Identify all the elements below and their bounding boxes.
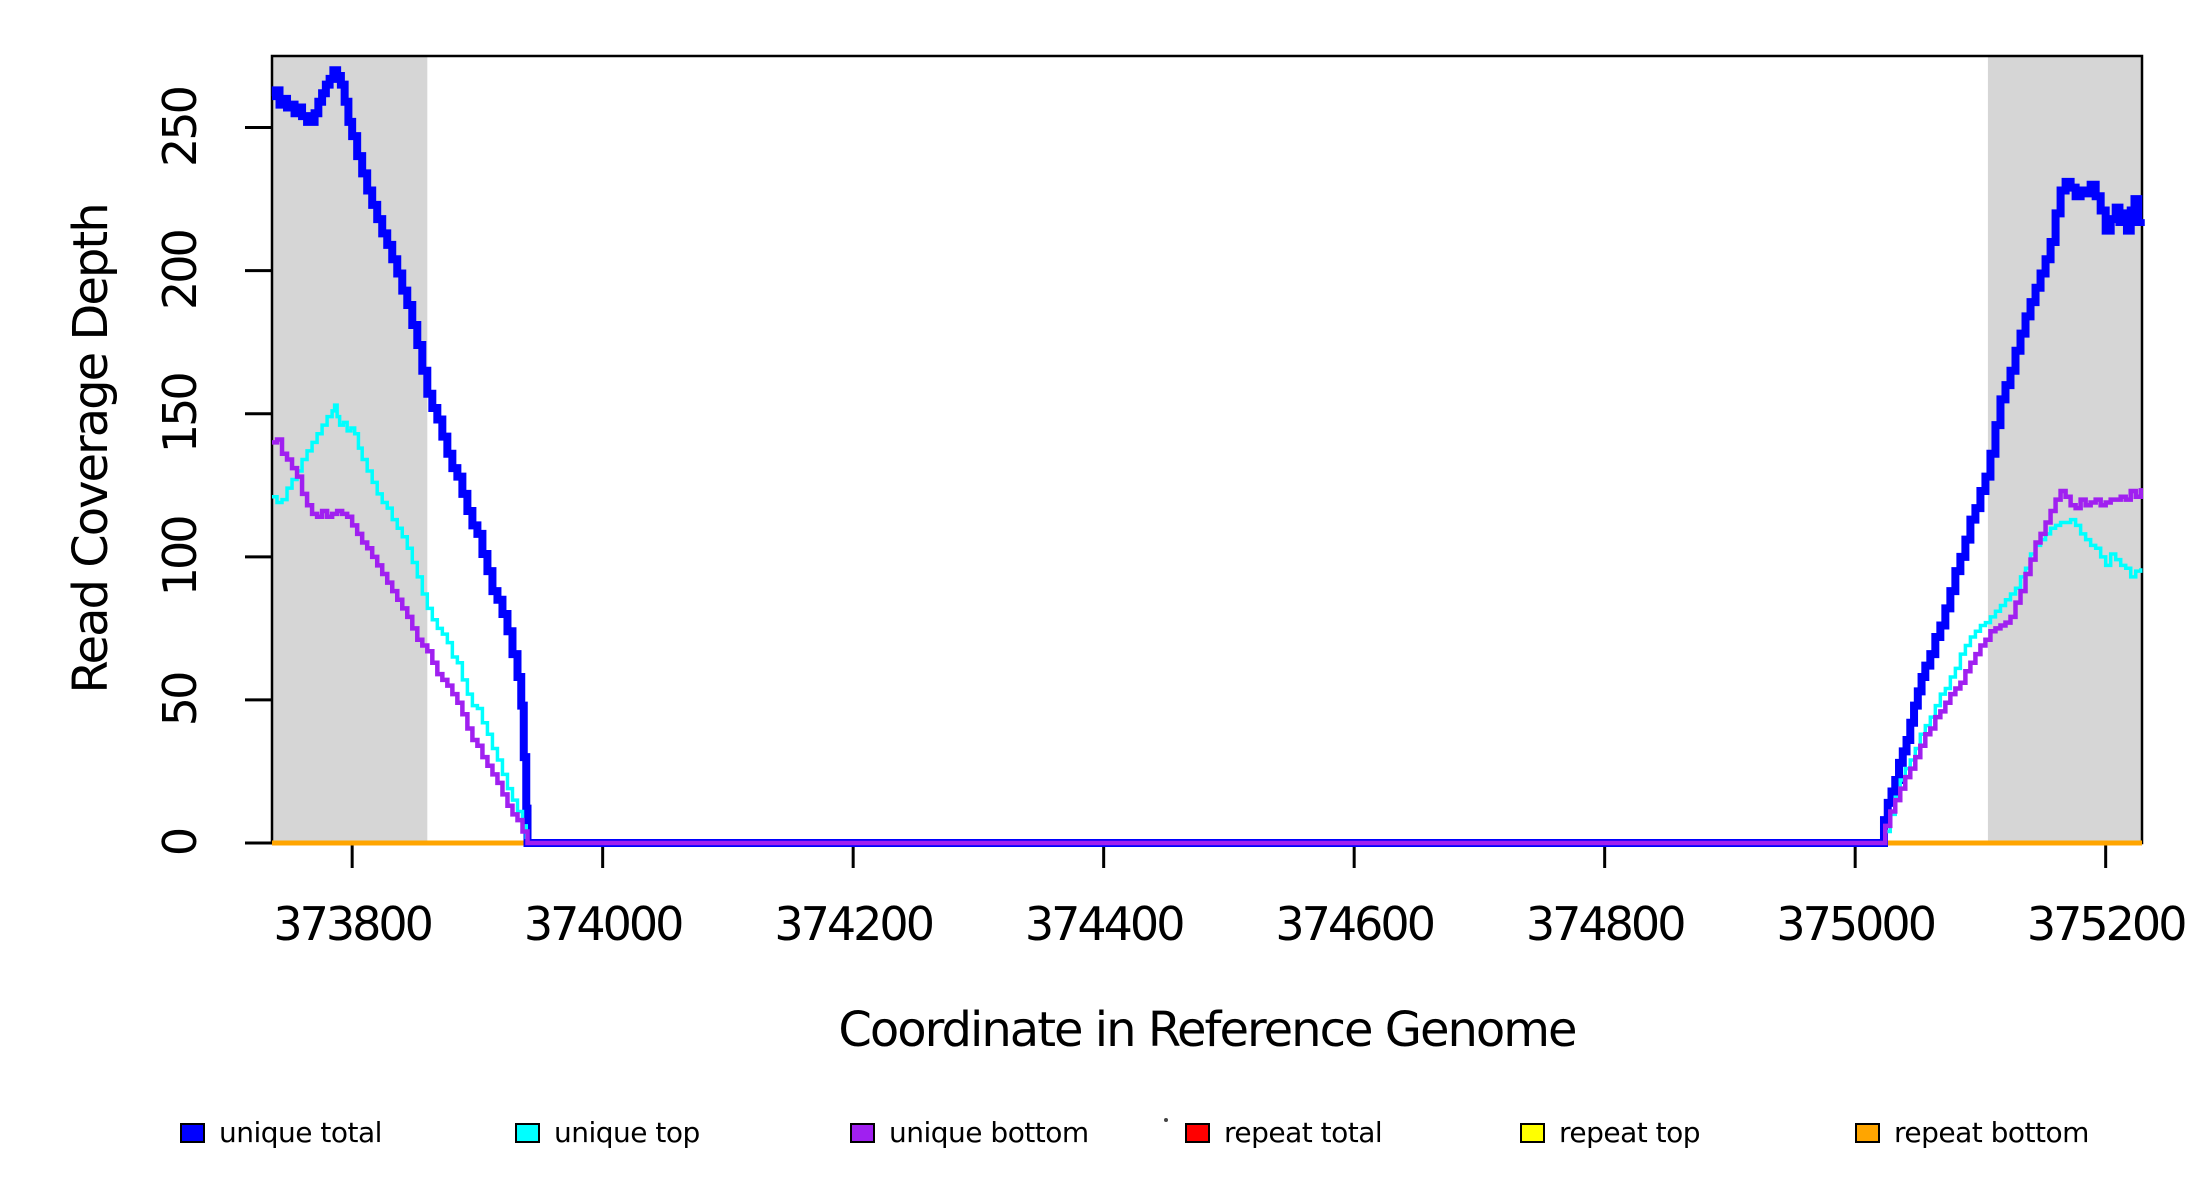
legend-swatch xyxy=(515,1122,540,1143)
y-tick-label: 50 xyxy=(153,673,207,726)
series-unique-bottom xyxy=(272,437,2143,846)
legend-label: unique top xyxy=(554,1116,700,1149)
repeat-region-left xyxy=(272,56,428,843)
legend-item-repeat-top: repeat top xyxy=(1520,1116,1701,1149)
x-tick-label: 374800 xyxy=(1526,897,1684,951)
y-tick-label: 100 xyxy=(153,517,207,597)
legend-swatch xyxy=(1855,1122,1880,1143)
x-tick-label: 375000 xyxy=(1776,897,1934,951)
x-tick-label: 374600 xyxy=(1275,897,1433,951)
y-tick-label: 200 xyxy=(153,231,207,311)
legend-label: repeat top xyxy=(1559,1116,1701,1149)
legend-item-unique-top: unique top xyxy=(515,1116,700,1149)
x-tick-label: 374400 xyxy=(1025,897,1183,951)
legend-item-repeat-bottom: repeat bottom xyxy=(1855,1116,2089,1149)
y-axis-title: Read Coverage Depth xyxy=(63,204,119,694)
repeat-region-right xyxy=(1987,56,2142,843)
plot-box xyxy=(270,54,2144,845)
x-tick-label: 374200 xyxy=(774,897,932,951)
legend-item-unique-bottom: unique bottom xyxy=(850,1116,1089,1149)
stray-dot xyxy=(1164,1118,1168,1122)
legend-swatch xyxy=(180,1122,205,1143)
legend-swatch xyxy=(850,1122,875,1143)
y-tick-label: 0 xyxy=(153,829,207,856)
x-tick-label: 373800 xyxy=(273,897,431,951)
y-tick-label: 150 xyxy=(153,374,207,454)
legend-item-unique-total: unique total xyxy=(180,1116,382,1149)
legend-swatch xyxy=(1520,1122,1545,1143)
legend-item-repeat-total: repeat total xyxy=(1185,1116,1383,1149)
legend-swatch xyxy=(1185,1122,1210,1143)
x-axis-title: Coordinate in Reference Genome xyxy=(838,1002,1577,1058)
series-unique-total xyxy=(271,66,2145,847)
y-tick-label: 250 xyxy=(153,87,207,167)
legend-label: repeat total xyxy=(1224,1116,1383,1149)
legend-label: repeat bottom xyxy=(1894,1116,2089,1149)
legend-label: unique bottom xyxy=(889,1116,1089,1149)
legend-label: unique total xyxy=(219,1116,382,1149)
x-tick-label: 375200 xyxy=(2027,897,2185,951)
series-unique-top xyxy=(272,403,2143,845)
x-tick-label: 374000 xyxy=(524,897,682,951)
